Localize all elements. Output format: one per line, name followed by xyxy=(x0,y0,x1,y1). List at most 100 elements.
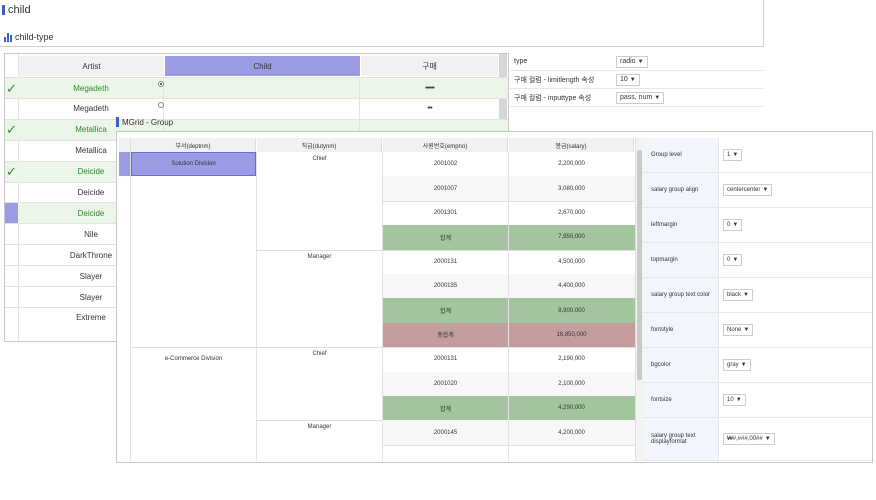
row-gutter[interactable] xyxy=(5,224,18,244)
chevron-down-icon: ▼ xyxy=(654,94,661,101)
property-value: 10 ▼ xyxy=(719,394,746,406)
column-header-pass[interactable]: 구매 xyxy=(361,56,498,76)
row-gutter[interactable] xyxy=(5,99,18,119)
empno-cell: 합계 xyxy=(439,235,452,242)
row-gutter[interactable] xyxy=(5,245,18,265)
property-label: salary group text displayformat xyxy=(643,418,719,460)
empno-cell: 2001301 xyxy=(433,209,458,216)
dept-cell[interactable]: e-Commerce Division xyxy=(164,356,223,363)
property-select[interactable]: centercenter ▼ xyxy=(723,184,773,196)
row-stripe xyxy=(383,176,635,201)
select-value: gray xyxy=(727,362,739,368)
select-value: radio xyxy=(620,58,636,65)
chevron-down-icon: ▼ xyxy=(735,397,742,403)
empno-cell: 2001007 xyxy=(433,185,458,192)
chevron-down-icon: ▼ xyxy=(732,152,739,158)
mgrid-property-panel: Group level 1 ▼ salary group align centercen… xyxy=(643,138,872,461)
radio-button[interactable] xyxy=(158,101,164,108)
select-value: black xyxy=(727,292,742,298)
property-select[interactable]: 0 ▼ xyxy=(723,254,743,266)
group-summary-row xyxy=(383,225,635,250)
vertical-scrollbar[interactable] xyxy=(635,138,643,461)
empno-cell: 합계 xyxy=(439,309,452,316)
property-select[interactable]: 10 ▼ xyxy=(616,73,640,86)
row-divider xyxy=(383,200,635,202)
dept-cell[interactable]: Solution Division xyxy=(131,152,256,177)
property-select[interactable]: black ▼ xyxy=(723,289,753,301)
property-value: centercenter ▼ xyxy=(719,184,773,196)
page-title: child xyxy=(8,4,31,16)
child-cell[interactable] xyxy=(158,98,360,119)
row-gutter[interactable] xyxy=(5,308,18,328)
select-value: 10 xyxy=(727,397,734,403)
check-icon[interactable]: ✓ xyxy=(6,164,17,180)
column-divider xyxy=(18,54,19,341)
column-header[interactable]: 봉급(salary) xyxy=(509,138,634,152)
scrollbar-thumb[interactable] xyxy=(637,150,642,380)
section-title: child-type xyxy=(15,32,54,42)
bar-chart-icon xyxy=(4,32,12,42)
property-row: type radio ▼ xyxy=(510,53,763,71)
salary-cell: 2,100,000 xyxy=(558,380,585,387)
property-select[interactable]: ₩#,###,00## ▼ xyxy=(723,433,775,445)
salary-cell: 7,950,000 xyxy=(558,234,585,241)
property-select[interactable]: 1 ▼ xyxy=(723,149,743,161)
mgrid-header: MGrid - Group xyxy=(116,117,173,127)
row-gutter[interactable] xyxy=(5,141,18,161)
table-row[interactable]: Megadeth ••• xyxy=(5,97,508,119)
column-header[interactable]: 부서(deptnm) xyxy=(131,138,256,152)
divider xyxy=(0,46,764,47)
row-stripe xyxy=(383,420,635,445)
child-cell[interactable] xyxy=(165,119,360,140)
group-divider xyxy=(257,420,383,422)
column-header[interactable]: 사원번호(empno) xyxy=(383,138,508,152)
property-select[interactable]: pass, num ▼ xyxy=(616,91,665,104)
salary-cell: 2,190,000 xyxy=(558,356,585,363)
column-header-artist[interactable]: Artist xyxy=(19,56,164,76)
row-stripe xyxy=(383,371,635,396)
row-stripe xyxy=(383,274,635,299)
group-divider xyxy=(131,347,383,349)
property-value: black ▼ xyxy=(719,289,753,301)
column-divider xyxy=(256,152,257,461)
mgrid-group-grid[interactable]: 부서(deptnm) 직급(dutynm) 사원번호(empno) 봉급(salary… xyxy=(119,138,643,461)
property-select[interactable]: 0 ▼ xyxy=(723,219,743,231)
property-row: fontstyle None ▼ xyxy=(643,313,872,348)
property-row: 구매 컬럼 - limitlength 속성 10 ▼ xyxy=(510,71,763,89)
child-property-panel: type radio ▼ 구매 컬럼 - limitlength 속성 10 ▼ 구매 컬럼… xyxy=(510,53,763,113)
row-gutter[interactable] xyxy=(5,287,18,307)
property-select[interactable]: None ▼ xyxy=(723,324,754,336)
check-icon[interactable]: ✓ xyxy=(6,80,17,96)
group-summary-row xyxy=(383,396,635,421)
row-gutter[interactable] xyxy=(5,266,18,286)
column-header[interactable]: 직급(dutynm) xyxy=(257,138,382,152)
property-select[interactable]: 10 ▼ xyxy=(723,394,746,406)
radio-button[interactable] xyxy=(158,81,164,87)
select-value: centercenter xyxy=(727,187,761,193)
property-row: 구매 컬럼 - inputtype 속성 pass, num ▼ xyxy=(510,89,763,107)
property-select[interactable]: radio ▼ xyxy=(616,55,648,68)
chevron-down-icon: ▼ xyxy=(732,257,739,263)
property-select[interactable]: gray ▼ xyxy=(723,359,751,371)
salary-cell: 16,850,000 xyxy=(556,331,587,338)
select-value: 10 xyxy=(620,76,628,83)
empno-cell: 2001020 xyxy=(433,380,458,387)
section-header: child-type xyxy=(4,32,54,42)
property-row: salary group text displayformat ₩#,###,00… xyxy=(643,418,872,461)
pass-cell[interactable]: •••••• xyxy=(425,84,435,92)
empno-cell: 2000135 xyxy=(433,283,458,290)
table-row[interactable]: ✓ Megadeth •••••• xyxy=(5,77,508,98)
row-divider xyxy=(383,249,635,251)
row-gutter[interactable] xyxy=(5,183,18,203)
pass-cell[interactable]: ••• xyxy=(427,105,432,113)
row-gutter[interactable] xyxy=(5,203,18,224)
check-icon[interactable]: ✓ xyxy=(6,122,17,138)
page-header: child xyxy=(2,4,31,16)
column-header-child[interactable]: Child xyxy=(165,56,360,76)
child-cell[interactable] xyxy=(158,78,360,98)
select-value: 0 xyxy=(727,222,731,228)
chevron-down-icon: ▼ xyxy=(637,58,644,65)
property-row: bgcolor gray ▼ xyxy=(643,348,872,383)
salary-cell: 8,900,000 xyxy=(558,307,585,314)
chevron-down-icon: ▼ xyxy=(762,187,769,193)
